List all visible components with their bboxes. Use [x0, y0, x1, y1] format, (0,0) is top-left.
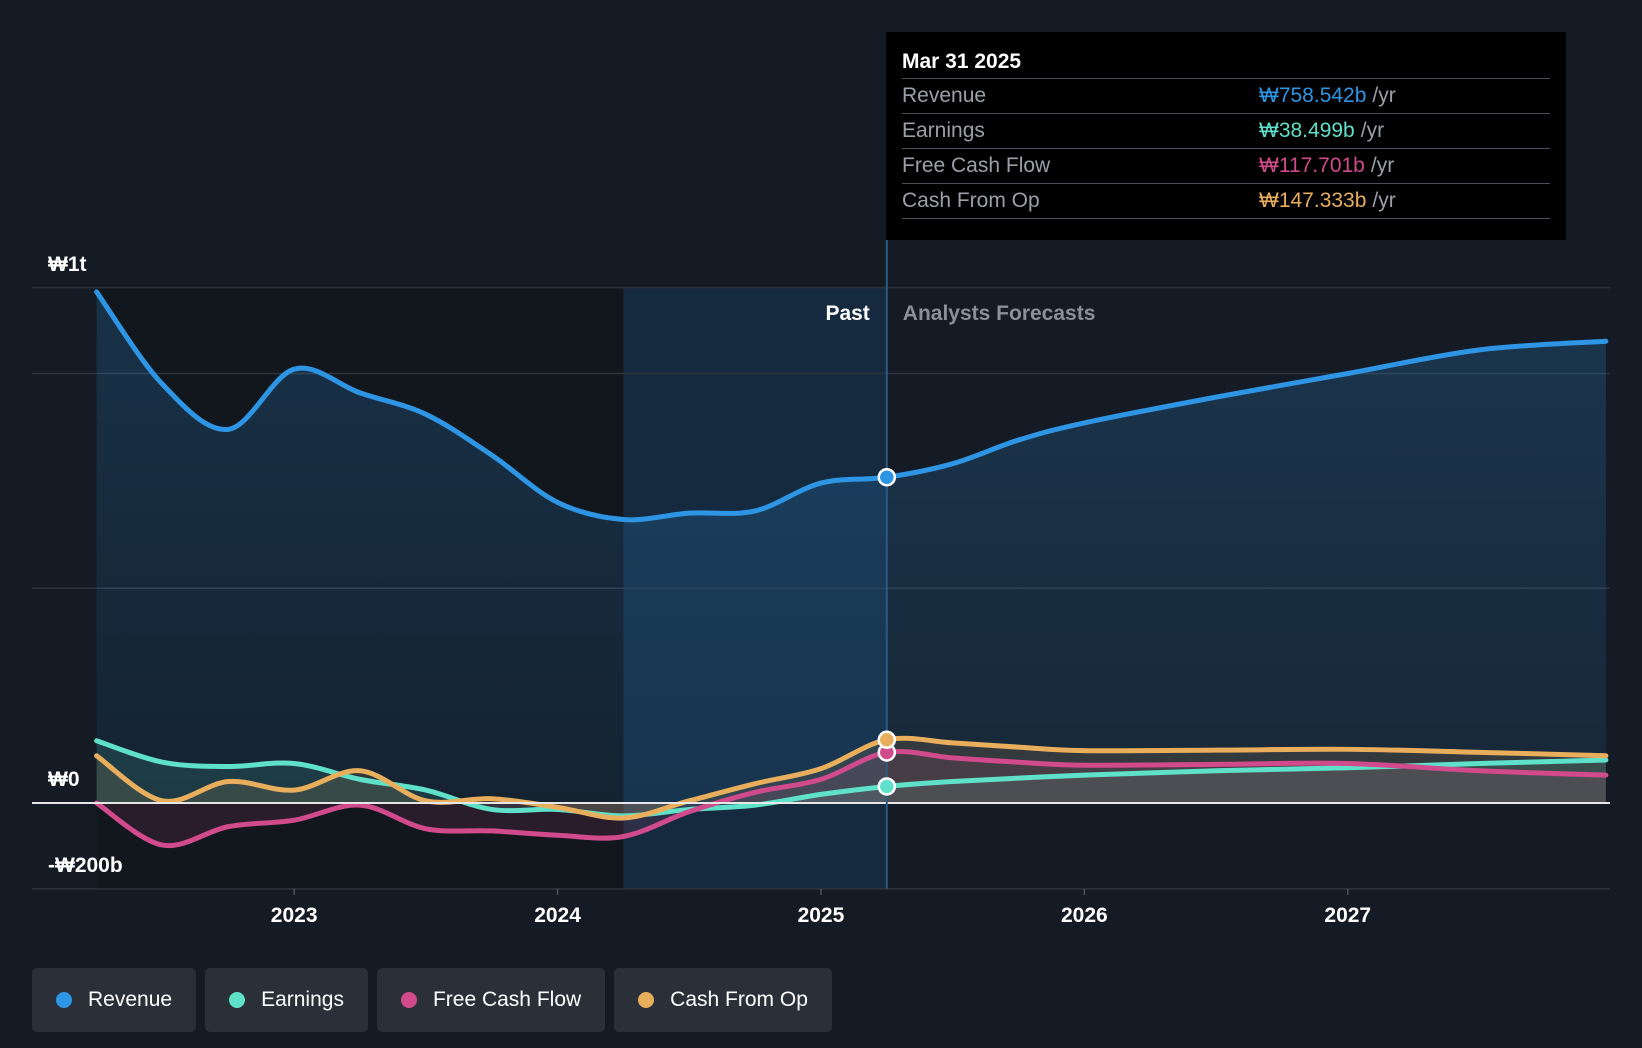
y-axis-bottom-label: -₩200b: [48, 854, 123, 877]
earnings-dot-icon: [229, 992, 246, 1008]
x-tick-label: 2026: [1061, 904, 1108, 927]
legend-item-revenue[interactable]: Revenue: [32, 968, 197, 1032]
series-areas: [96, 291, 1606, 846]
legend-item-earnings[interactable]: Earnings: [205, 968, 368, 1032]
tooltip-value: ₩758.542b: [1259, 84, 1367, 107]
tooltip-value: ₩117.701b: [1259, 154, 1365, 177]
tooltip-unit: /yr: [1372, 84, 1396, 107]
earnings-line: [94, 738, 1609, 819]
cash-from-op-marker: [877, 730, 897, 749]
revenue-area: [96, 291, 1606, 803]
revenue-marker: [877, 467, 897, 487]
tooltip-row-revenue: Revenue ₩758.542b /yr: [902, 78, 1550, 113]
x-tick-label: 2027: [1324, 904, 1371, 927]
free-cash-flow-dot-icon: [400, 992, 417, 1008]
hover-markers: [877, 467, 897, 796]
series-lines: [94, 289, 1609, 849]
tooltip-unit: /yr: [1370, 154, 1395, 177]
legend-label: Cash From Op: [670, 988, 808, 1011]
cash-from-op-area: [96, 738, 1606, 819]
forecast-label: Analysts Forecasts: [903, 302, 1096, 325]
cash-from-op-line: [94, 735, 1609, 821]
free-cash-flow-line: [94, 749, 1609, 849]
revenue-line: [94, 289, 1609, 523]
legend-label: Free Cash Flow: [432, 988, 582, 1011]
legend-label: Earnings: [261, 988, 344, 1011]
x-tick-label: 2024: [534, 904, 581, 927]
tooltip-label: Earnings: [902, 119, 985, 142]
free-cash-flow-area: [96, 751, 1606, 846]
earnings-marker: [877, 777, 897, 796]
x-tick-label: 2023: [271, 904, 318, 927]
revenue-dot-icon: [56, 992, 72, 1008]
y-axis-top-label: ₩1t: [48, 253, 87, 276]
tooltip-label: Free Cash Flow: [902, 154, 1051, 177]
legend-item-cash-from-op[interactable]: Cash From Op: [614, 968, 832, 1032]
tooltip-value: ₩38.499b: [1259, 119, 1355, 142]
tooltip-row-cash-from-op: Cash From Op ₩147.333b /yr: [902, 183, 1550, 219]
x-axis-ticks: 2023 2024 2025 2026 2027: [271, 888, 1371, 927]
x-tick-label: 2025: [798, 904, 845, 927]
tooltip-row-earnings: Earnings ₩38.499b /yr: [902, 113, 1550, 148]
cash-from-op-dot-icon: [638, 992, 655, 1008]
past-label: Past: [825, 302, 869, 325]
tooltip-label: Revenue: [902, 84, 987, 107]
tooltip-label: Cash From Op: [902, 189, 1040, 212]
earnings-area: [96, 740, 1606, 816]
tooltip-unit: /yr: [1372, 189, 1396, 212]
tooltip: Mar 31 2025 Revenue ₩758.542b /yr Earnin…: [886, 32, 1566, 240]
y-axis-zero-label: ₩0: [48, 768, 80, 791]
tooltip-row-free-cash-flow: Free Cash Flow ₩117.701b /yr: [902, 148, 1550, 183]
legend-label: Revenue: [88, 988, 173, 1011]
tooltip-value: ₩147.333b: [1259, 189, 1367, 212]
legend-item-free-cash-flow[interactable]: Free Cash Flow: [376, 968, 606, 1032]
legend: Revenue Earnings Free Cash Flow Cash Fro…: [32, 968, 832, 1032]
tooltip-date: Mar 31 2025: [902, 50, 1022, 73]
tooltip-unit: /yr: [1360, 119, 1385, 142]
